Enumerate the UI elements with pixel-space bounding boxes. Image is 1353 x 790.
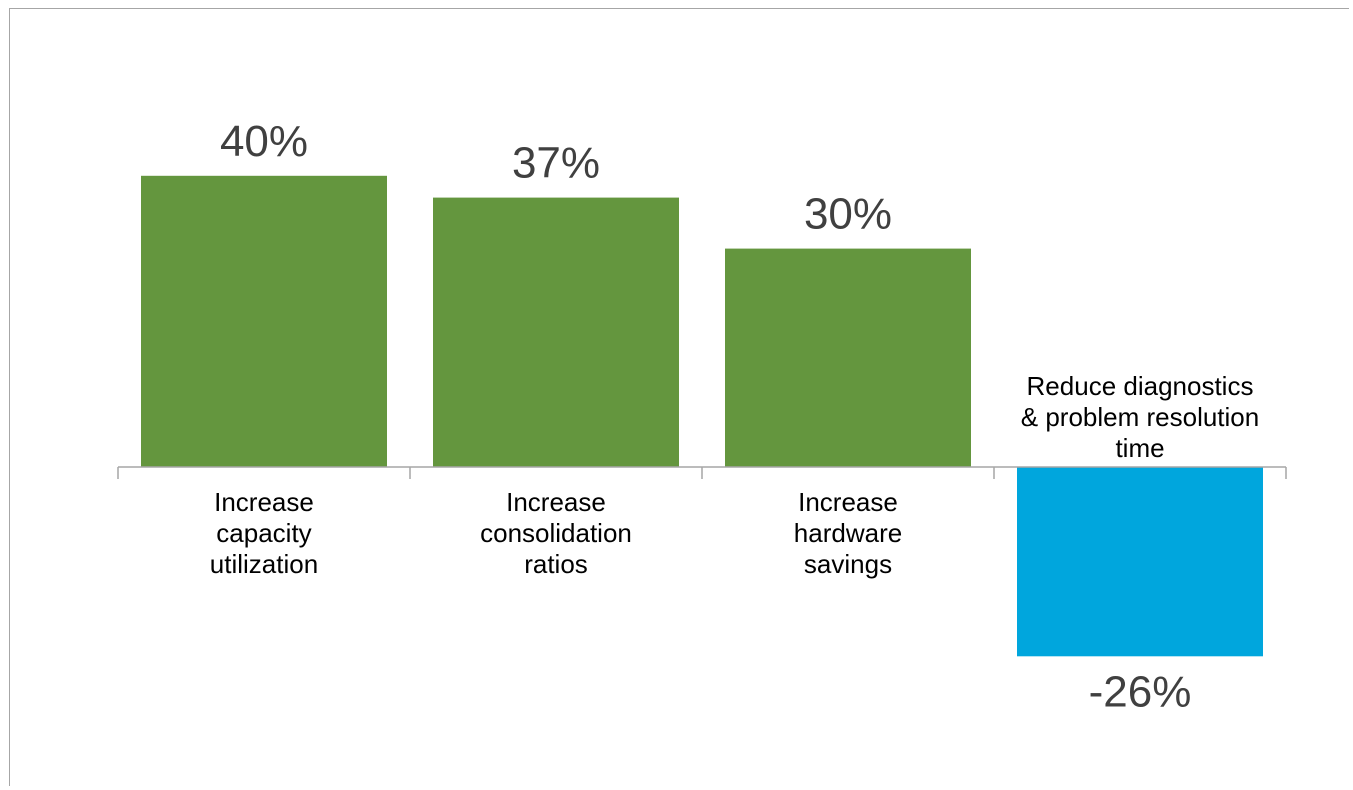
category-label-line: capacity xyxy=(216,518,311,548)
category-label-line: Increase xyxy=(214,487,314,517)
category-label-4: Reduce diagnostics & problem resolution ti… xyxy=(1021,371,1259,463)
category-label-line: time xyxy=(1115,433,1164,463)
category-label-line: & problem resolution xyxy=(1021,402,1259,432)
category-label-line: savings xyxy=(804,549,892,579)
value-labels-layer: 40% 37% 30% -26% xyxy=(220,117,1192,716)
value-label-2: 37% xyxy=(512,139,600,188)
category-axis xyxy=(117,466,1287,479)
category-label-line: Increase xyxy=(798,487,898,517)
chart-frame xyxy=(9,8,1349,786)
value-label-1: 40% xyxy=(220,117,308,166)
category-label-line: Reduce diagnostics xyxy=(1027,371,1254,401)
bars-layer xyxy=(141,175,1263,657)
category-label-line: consolidation xyxy=(480,518,632,548)
category-label-line: ratios xyxy=(524,549,588,579)
category-label-line: utilization xyxy=(210,549,318,579)
category-label-line: hardware xyxy=(794,518,902,548)
category-label-1: Increase capacity utilization xyxy=(210,487,318,579)
category-label-3: Increase hardware savings xyxy=(794,487,902,579)
value-label-4: -26% xyxy=(1089,667,1192,716)
bar-4 xyxy=(1017,467,1263,657)
bar-2 xyxy=(433,197,679,467)
category-label-2: Increase consolidation ratios xyxy=(480,487,632,579)
value-label-3: 30% xyxy=(804,190,892,239)
category-label-line: Increase xyxy=(506,487,606,517)
bar-3 xyxy=(725,248,971,467)
bar-1 xyxy=(141,175,387,468)
